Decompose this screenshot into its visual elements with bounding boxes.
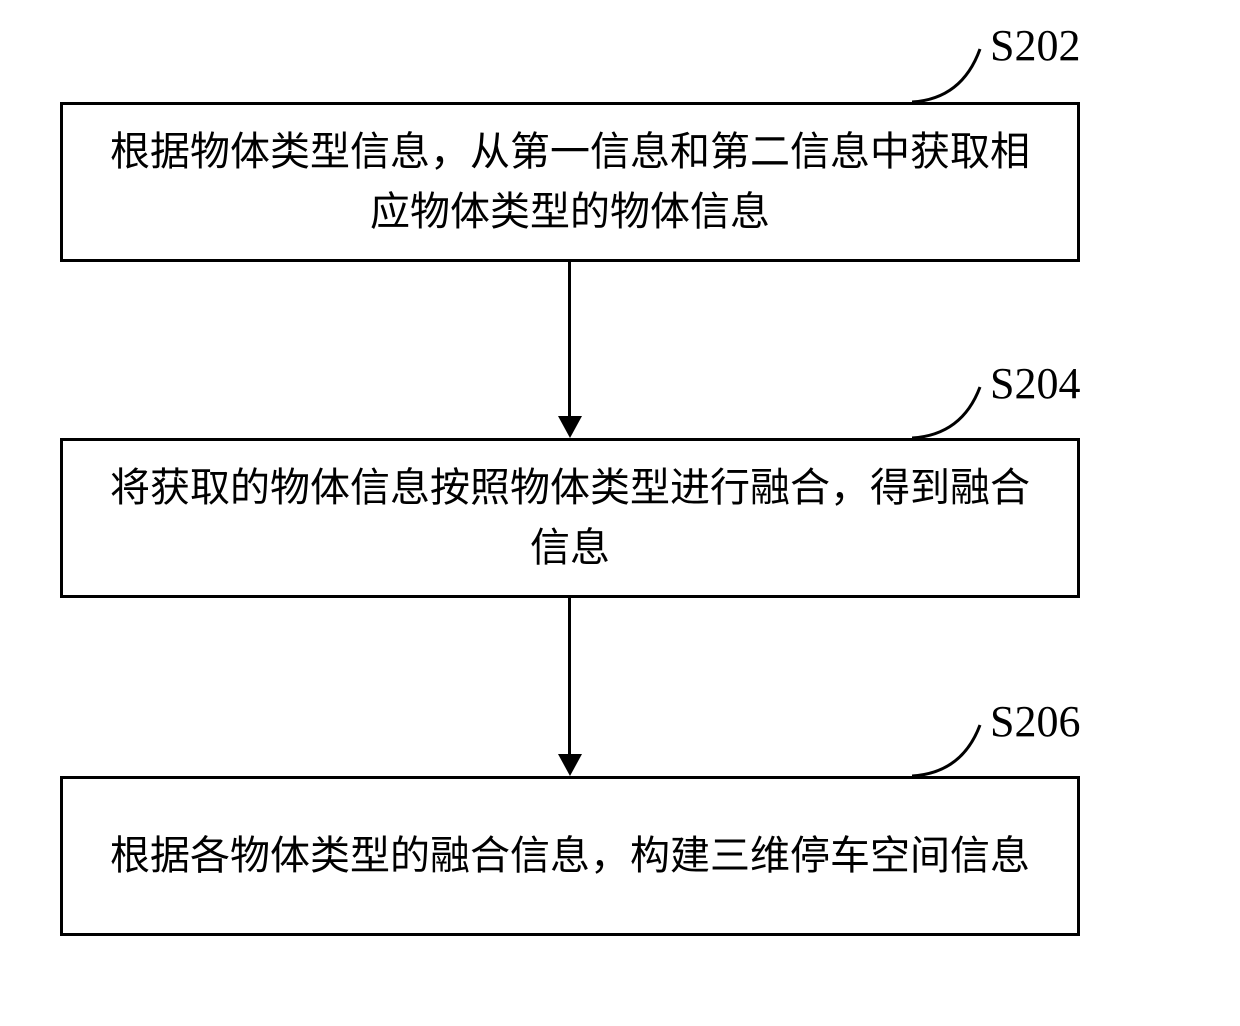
label-text: S204 (990, 359, 1080, 408)
step-box-s204: 将获取的物体信息按照物体类型进行融合，得到融合信息 (60, 438, 1080, 598)
flowchart-container: S202 根据物体类型信息，从第一信息和第二信息中获取相应物体类型的物体信息 S… (0, 0, 1240, 1026)
step-text-s202: 根据物体类型信息，从第一信息和第二信息中获取相应物体类型的物体信息 (93, 122, 1047, 242)
step-text-s204: 将获取的物体信息按照物体类型进行融合，得到融合信息 (93, 458, 1047, 578)
step-box-s202: 根据物体类型信息，从第一信息和第二信息中获取相应物体类型的物体信息 (60, 102, 1080, 262)
arrow-head (558, 416, 582, 438)
arrow-line (568, 262, 571, 417)
step-box-s206: 根据各物体类型的融合信息，构建三维停车空间信息 (60, 776, 1080, 936)
step-label-s202: S202 (990, 20, 1080, 71)
step-label-s204: S204 (990, 358, 1080, 409)
label-text: S202 (990, 21, 1080, 70)
step-label-s206: S206 (990, 696, 1080, 747)
arrow-line (568, 598, 571, 756)
arrow-head (558, 754, 582, 776)
label-text: S206 (990, 697, 1080, 746)
step-text-s206: 根据各物体类型的融合信息，构建三维停车空间信息 (110, 826, 1030, 886)
